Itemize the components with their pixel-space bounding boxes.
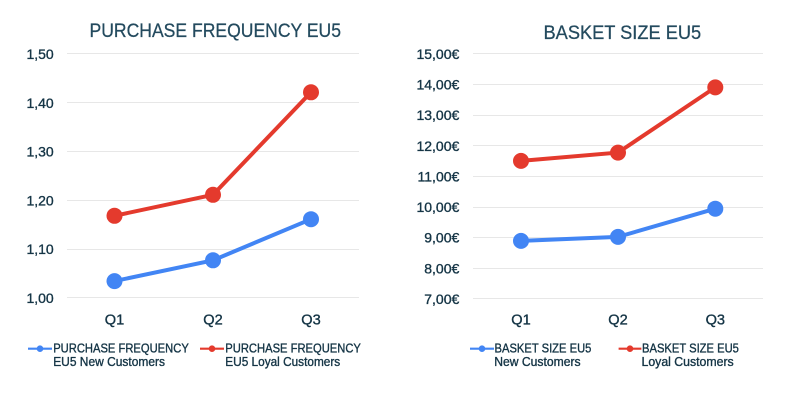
svg-text:10,00€: 10,00€ [416, 199, 459, 215]
svg-text:EU5 New Customers: EU5 New Customers [53, 354, 165, 369]
svg-text:Q2: Q2 [203, 312, 222, 328]
svg-text:1,00: 1,00 [26, 290, 53, 306]
svg-text:Loyal Customers: Loyal Customers [642, 354, 734, 369]
svg-text:Q3: Q3 [706, 312, 725, 328]
svg-text:1,30: 1,30 [26, 144, 53, 160]
svg-text:1,10: 1,10 [26, 241, 53, 257]
svg-text:BASKET SIZE EU5: BASKET SIZE EU5 [495, 340, 592, 355]
svg-text:11,00€: 11,00€ [418, 168, 460, 184]
svg-text:EU5 Loyal Customers: EU5 Loyal Customers [225, 354, 340, 369]
svg-text:BASKET SIZE EU5: BASKET SIZE EU5 [544, 23, 702, 44]
svg-text:PURCHASE FREQUENCY: PURCHASE FREQUENCY [53, 340, 189, 355]
svg-text:Q3: Q3 [301, 312, 320, 328]
svg-text:7,00€: 7,00€ [424, 291, 459, 307]
svg-text:Q1: Q1 [105, 312, 124, 328]
svg-text:8,00€: 8,00€ [424, 260, 459, 276]
svg-text:Q2: Q2 [608, 312, 627, 328]
svg-text:BASKET SIZE EU5: BASKET SIZE EU5 [642, 340, 739, 355]
svg-text:PURCHASE FREQUENCY: PURCHASE FREQUENCY [225, 340, 361, 355]
svg-text:14,00€: 14,00€ [416, 76, 459, 92]
svg-text:1,20: 1,20 [26, 192, 53, 208]
svg-text:13,00€: 13,00€ [416, 107, 459, 123]
svg-text:12,00€: 12,00€ [416, 138, 459, 154]
svg-text:Q1: Q1 [511, 312, 530, 328]
svg-text:1,50: 1,50 [26, 46, 53, 62]
svg-text:New Customers: New Customers [494, 354, 580, 369]
svg-text:9,00€: 9,00€ [424, 230, 459, 246]
svg-text:PURCHASE FREQUENCY EU5: PURCHASE FREQUENCY EU5 [90, 21, 342, 42]
svg-text:15,00€: 15,00€ [416, 46, 459, 62]
svg-text:1,40: 1,40 [26, 95, 53, 111]
